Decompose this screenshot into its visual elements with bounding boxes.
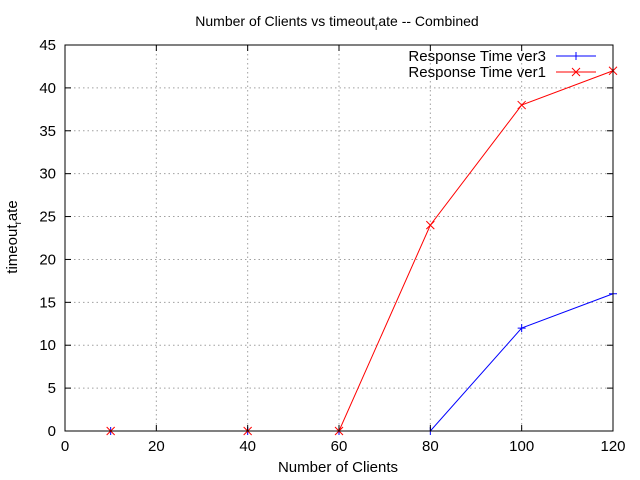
series-2 bbox=[106, 66, 618, 436]
chart-title: Number of Clients vs timeoutrate -- Comb… bbox=[195, 13, 478, 33]
y-tick-label: 20 bbox=[39, 251, 56, 268]
legend-label: Response Time ver1 bbox=[408, 64, 546, 81]
y-tick-label: 30 bbox=[39, 166, 56, 183]
legend-label: Response Time ver3 bbox=[408, 48, 546, 65]
y-tick-label: 40 bbox=[39, 80, 56, 97]
gridlines bbox=[65, 45, 613, 431]
y-tick-label: 5 bbox=[48, 380, 56, 397]
x-tick-label: 80 bbox=[422, 438, 439, 455]
legend-marker bbox=[572, 52, 580, 60]
y-tick-label: 15 bbox=[39, 294, 56, 311]
x-tick-label: 120 bbox=[600, 438, 625, 455]
y-tick-label: 35 bbox=[39, 123, 56, 140]
y-tick-label: 10 bbox=[39, 337, 56, 354]
y-tick-label: 25 bbox=[39, 209, 56, 226]
series-group bbox=[106, 66, 618, 436]
x-axis-title: Number of Clients bbox=[278, 459, 398, 476]
data-point bbox=[425, 220, 435, 230]
series-line bbox=[110, 293, 614, 432]
y-axis-title: timeoutrate bbox=[4, 200, 24, 273]
data-point bbox=[517, 100, 527, 110]
y-tick-label: 45 bbox=[39, 37, 56, 54]
x-tick-label: 100 bbox=[509, 438, 534, 455]
x-tick-label: 60 bbox=[331, 438, 348, 455]
plot-border bbox=[64, 44, 614, 432]
legend-marker bbox=[571, 67, 581, 77]
series-1 bbox=[106, 289, 617, 435]
x-tick-label: 40 bbox=[239, 438, 256, 455]
data-point bbox=[517, 324, 526, 333]
ticks: 0 5 10 15 20 25 30 35 40 45 0 20 40 60 80 100 120 bbox=[39, 37, 625, 455]
x-tick-label: 0 bbox=[61, 438, 69, 455]
x-tick-label: 20 bbox=[148, 438, 165, 455]
series-line bbox=[110, 70, 614, 432]
y-tick-label: 0 bbox=[48, 423, 56, 440]
